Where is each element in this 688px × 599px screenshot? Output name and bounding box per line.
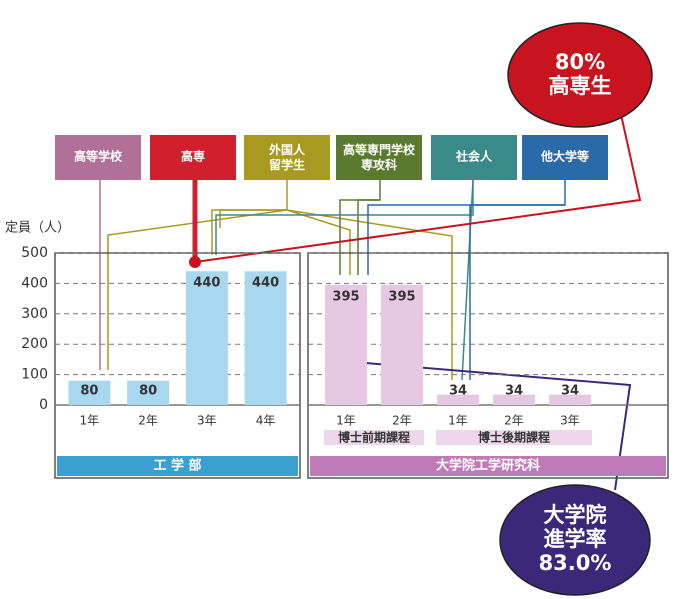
source-label: 他大学等: [540, 149, 589, 164]
value-label: 34: [449, 384, 467, 399]
source-label: 高専: [181, 149, 205, 164]
panel-band: [57, 456, 298, 476]
value-label: 80: [80, 384, 98, 399]
source-box: [522, 135, 608, 180]
value-label: 440: [193, 276, 220, 291]
x-tick-label: 3年: [197, 414, 217, 428]
panel-frame: [54, 252, 301, 479]
callout-text: 80%: [555, 50, 605, 74]
bar: [493, 394, 535, 405]
y-tick-label: 300: [21, 306, 48, 322]
value-label: 395: [332, 289, 359, 304]
y-tick-label: 500: [21, 245, 48, 261]
value-label: 34: [505, 384, 523, 399]
callout: [499, 484, 651, 596]
bar: [244, 271, 287, 405]
panel-band: [310, 456, 666, 476]
y-tick-label: 100: [21, 367, 48, 383]
source-box: [244, 135, 330, 180]
value-label: 34: [561, 384, 579, 399]
source-box: [336, 135, 422, 180]
bar: [437, 394, 479, 405]
y-tick-label: 0: [39, 397, 48, 413]
source-box: [150, 135, 236, 180]
bar: [325, 284, 367, 405]
bar: [381, 284, 423, 405]
y-tick-label: 400: [21, 275, 48, 291]
bar: [549, 394, 591, 405]
program-name: 博士後期課程: [478, 430, 550, 445]
x-tick-label: 2年: [392, 414, 412, 428]
program-name: 博士前期課程: [338, 430, 410, 445]
bar: [68, 380, 111, 405]
source-label: 高等専門学校専攻科: [343, 142, 416, 172]
bar: [127, 380, 170, 405]
source-label: 社会人: [455, 149, 493, 164]
panel-name: 大学院工学研究科: [436, 458, 540, 474]
y-tick-label: 200: [21, 336, 48, 352]
source-box: [55, 135, 141, 180]
callout: [507, 22, 653, 128]
panel-name: 工 学 部: [153, 458, 201, 474]
x-tick-label: 1年: [448, 414, 468, 428]
x-tick-label: 2年: [504, 414, 524, 428]
callout-text: 大学院: [544, 503, 607, 527]
x-tick-label: 1年: [336, 414, 356, 428]
x-tick-label: 3年: [560, 414, 580, 428]
y-axis-label: 定員（人）: [5, 221, 70, 236]
callout-text: 進学率: [544, 527, 607, 551]
source-label: 高等学校: [74, 149, 123, 164]
program-band: [436, 430, 592, 445]
value-label: 395: [388, 289, 415, 304]
value-label: 440: [252, 276, 279, 291]
x-tick-label: 2年: [138, 414, 158, 428]
program-band: [324, 430, 424, 445]
source-label: 外国人留学生: [269, 142, 306, 172]
callout-text: 高専生: [549, 74, 612, 98]
bar: [185, 271, 228, 405]
value-label: 80: [139, 384, 157, 399]
arrows: [99, 109, 642, 491]
source-box: [431, 135, 517, 180]
x-tick-label: 1年: [80, 414, 100, 428]
callout-text: 83.0%: [539, 551, 612, 575]
x-tick-label: 4年: [256, 414, 276, 428]
